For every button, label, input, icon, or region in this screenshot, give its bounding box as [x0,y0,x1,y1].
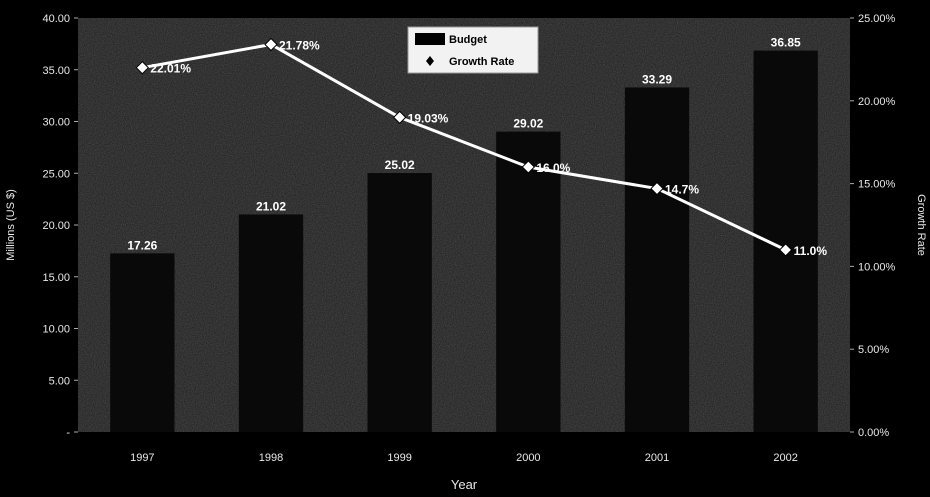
growth-rate-label-2002: 11.0% [794,244,828,258]
left-axis: - 5.00 10.00 15.00 20.00 25.00 30.00 35.00 40.00 [42,13,78,439]
y-tick-label: 30.00 [42,117,70,129]
legend-marker-growth-rate [426,56,434,66]
x-tick-label-2002: 2002 [773,452,797,464]
growth-rate-line [142,42,787,252]
growth-rate-label-2001: 14.7% [665,183,699,197]
growth-rate-label-1999: 19.03% [408,111,449,125]
bar-2000 [496,131,561,432]
growth-rate-label-2000: 16.0% [536,161,570,175]
y2-tick-label: 10.00% [858,261,896,273]
y-tick-label: 20.00 [42,220,70,232]
budget-bars [110,50,818,433]
bar-2001 [624,87,690,433]
plot-area-texture [78,18,850,432]
legend-label-growth-rate: Growth Rate [449,56,514,68]
y-axis-title: Millions (US $) [5,189,17,261]
growth-rate-series [135,37,793,257]
x-tick-label-1999: 1999 [387,452,411,464]
data-labels: 17.26 21.02 25.02 29.02 33.29 36.85 22.01% 21.7… [127,36,827,258]
growth-rate-label-1997: 22.01% [150,62,191,76]
y2-tick-label: 25.00% [858,13,896,25]
right-axis: 0.00% 5.00% 10.00% 15.00% 20.00% 25.00% [850,13,896,439]
growth-rate-point-1998 [264,37,278,52]
y-tick-label: 5.00 [49,375,70,387]
bar-value-label-2001: 33.29 [642,72,672,86]
growth-rate-point-1999 [392,110,407,125]
x-tick-label-2000: 2000 [516,452,540,464]
y-tick-label: 35.00 [42,65,70,77]
x-axis-title: Year [451,477,478,492]
growth-rate-point-1997 [135,60,150,75]
bar-2002 [753,50,818,432]
bar-value-label-2002: 36.85 [771,36,801,50]
y2-axis-title: Growth Rate [915,194,927,256]
y2-tick-label: 20.00% [858,96,896,108]
y2-tick-label: 15.00% [858,179,896,191]
legend-swatch-budget [415,33,445,45]
y-tick-label: 15.00 [42,272,70,284]
y-tick-label: 25.00 [42,168,70,180]
y2-tick-label: 5.00% [858,344,889,356]
bar-value-label-1997: 17.26 [127,238,157,252]
y-tick-label: - [66,427,70,439]
y-tick-label: 40.00 [42,13,70,25]
growth-rate-point-2000 [521,160,536,174]
legend-label-budget: Budget [449,34,487,46]
bar-1999 [367,173,432,432]
growth-rate-point-2002 [778,243,793,257]
legend: Budget Growth Rate [407,26,539,74]
bar-1997 [110,253,175,432]
x-tick-label-2001: 2001 [645,452,669,464]
y-tick-label: 10.00 [42,324,70,336]
x-tick-label-1998: 1998 [259,452,283,464]
x-axis: 1997 1998 1999 2000 2001 2002 [130,452,798,464]
bar-value-label-2000: 29.02 [513,117,543,131]
bar-1998 [238,214,304,432]
growth-rate-point-2001 [650,181,664,196]
x-tick-label-1997: 1997 [130,452,154,464]
growth-rate-label-1998: 21.78% [279,38,320,52]
bar-value-label-1998: 21.02 [256,199,286,213]
y2-tick-label: 0.00% [858,427,889,439]
bar-value-label-1999: 25.02 [385,158,415,172]
